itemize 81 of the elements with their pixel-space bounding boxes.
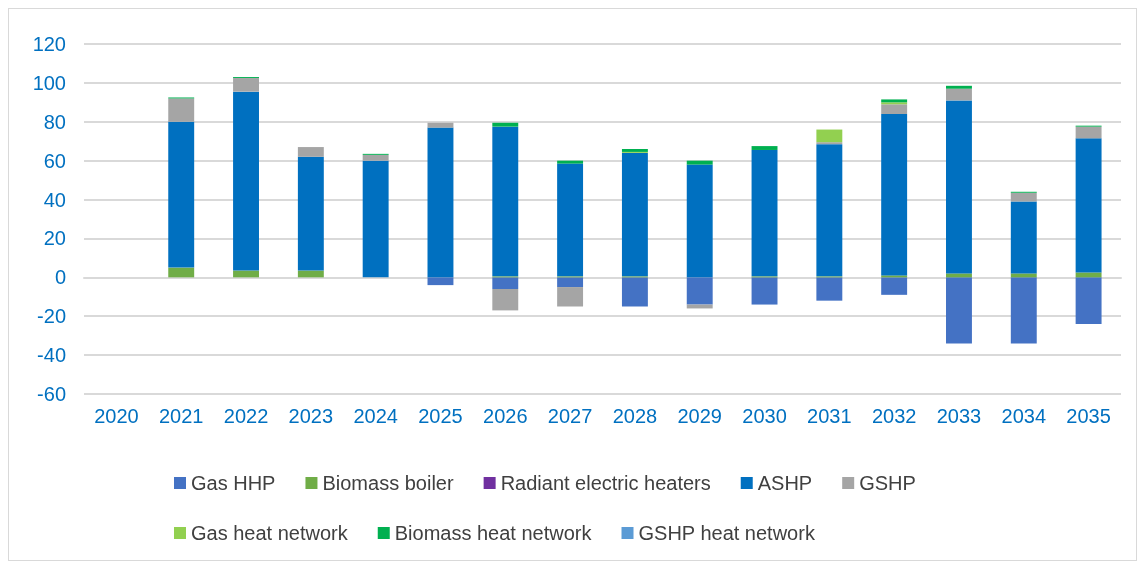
bar	[297, 147, 324, 157]
legend-label: GSHP heat network	[638, 522, 816, 544]
legend-label: Gas heat network	[191, 522, 349, 544]
bar	[1075, 126, 1102, 139]
x-tick-label: 2032	[871, 405, 917, 427]
bar	[427, 277, 454, 286]
x-tick-label: 2020	[94, 405, 139, 427]
x-tick-label: 2025	[418, 405, 463, 427]
bar	[816, 277, 843, 301]
bar	[168, 267, 195, 278]
legend-label: Biomass boiler	[322, 472, 454, 494]
bar	[946, 277, 972, 344]
bar	[557, 163, 584, 277]
legend-label: Radiant electric heaters	[500, 472, 711, 494]
y-tick-label: 40	[43, 188, 66, 211]
x-tick-label: 2026	[483, 405, 528, 427]
x-tick-label: 2024	[353, 405, 398, 427]
bar	[1010, 192, 1037, 202]
bar	[427, 127, 454, 278]
y-tick-label: 60	[43, 149, 66, 172]
legend-label: GSHP	[859, 472, 916, 494]
y-tick-label: -20	[37, 305, 66, 328]
legend-label: ASHP	[757, 472, 813, 494]
x-tick-label: 2035	[1066, 405, 1111, 427]
y-tick-label: 100	[32, 71, 66, 94]
bar	[751, 146, 778, 150]
bar	[881, 277, 908, 295]
bar	[492, 277, 519, 289]
bar	[492, 122, 519, 127]
x-tick-label: 2028	[612, 405, 658, 427]
bar	[1010, 273, 1037, 278]
bar	[946, 100, 972, 274]
bar	[621, 152, 648, 277]
bar	[686, 160, 713, 165]
bar	[1075, 277, 1102, 324]
bar	[1075, 272, 1102, 278]
bar	[297, 156, 324, 271]
bar	[492, 126, 519, 277]
x-tick-label: 2023	[288, 405, 334, 427]
bar	[233, 78, 259, 92]
y-tick-label: 0	[54, 266, 66, 289]
y-tick-label: 20	[43, 227, 66, 250]
bar	[946, 85, 972, 89]
y-tick-label: 80	[43, 110, 66, 133]
bar	[686, 164, 713, 278]
legend-label: Gas HHP	[191, 472, 276, 494]
bar	[751, 277, 778, 305]
bar	[168, 98, 195, 122]
bar	[557, 160, 584, 164]
bar	[816, 129, 843, 143]
bar	[881, 114, 908, 276]
bar	[557, 287, 584, 307]
x-tick-label: 2031	[807, 405, 852, 427]
bar	[816, 144, 843, 277]
y-tick-label: 120	[32, 33, 66, 55]
bar	[362, 154, 389, 161]
legend-label: Biomass heat network	[394, 522, 593, 544]
x-tick-label: 2021	[158, 405, 204, 427]
x-tick-label: 2027	[547, 405, 593, 427]
bar	[946, 273, 972, 278]
y-tick-label: -60	[37, 383, 66, 405]
x-tick-label: 2029	[677, 405, 722, 427]
y-tick-label: -40	[37, 344, 66, 367]
bar	[1075, 138, 1102, 273]
x-tick-label: 2034	[1001, 405, 1047, 427]
x-tick-label: 2030	[742, 405, 787, 427]
bar	[492, 289, 519, 311]
x-tick-label: 2033	[936, 405, 982, 427]
x-tick-label: 2022	[223, 405, 269, 427]
bar	[686, 277, 713, 305]
bar	[1010, 277, 1037, 344]
bar	[362, 160, 389, 278]
bar	[881, 104, 908, 114]
bar	[233, 91, 259, 271]
bar	[557, 277, 584, 288]
bar	[1010, 201, 1037, 274]
bar	[621, 277, 648, 307]
bar	[946, 88, 972, 101]
bar	[427, 122, 454, 128]
bar	[751, 149, 778, 277]
bar	[168, 121, 195, 268]
